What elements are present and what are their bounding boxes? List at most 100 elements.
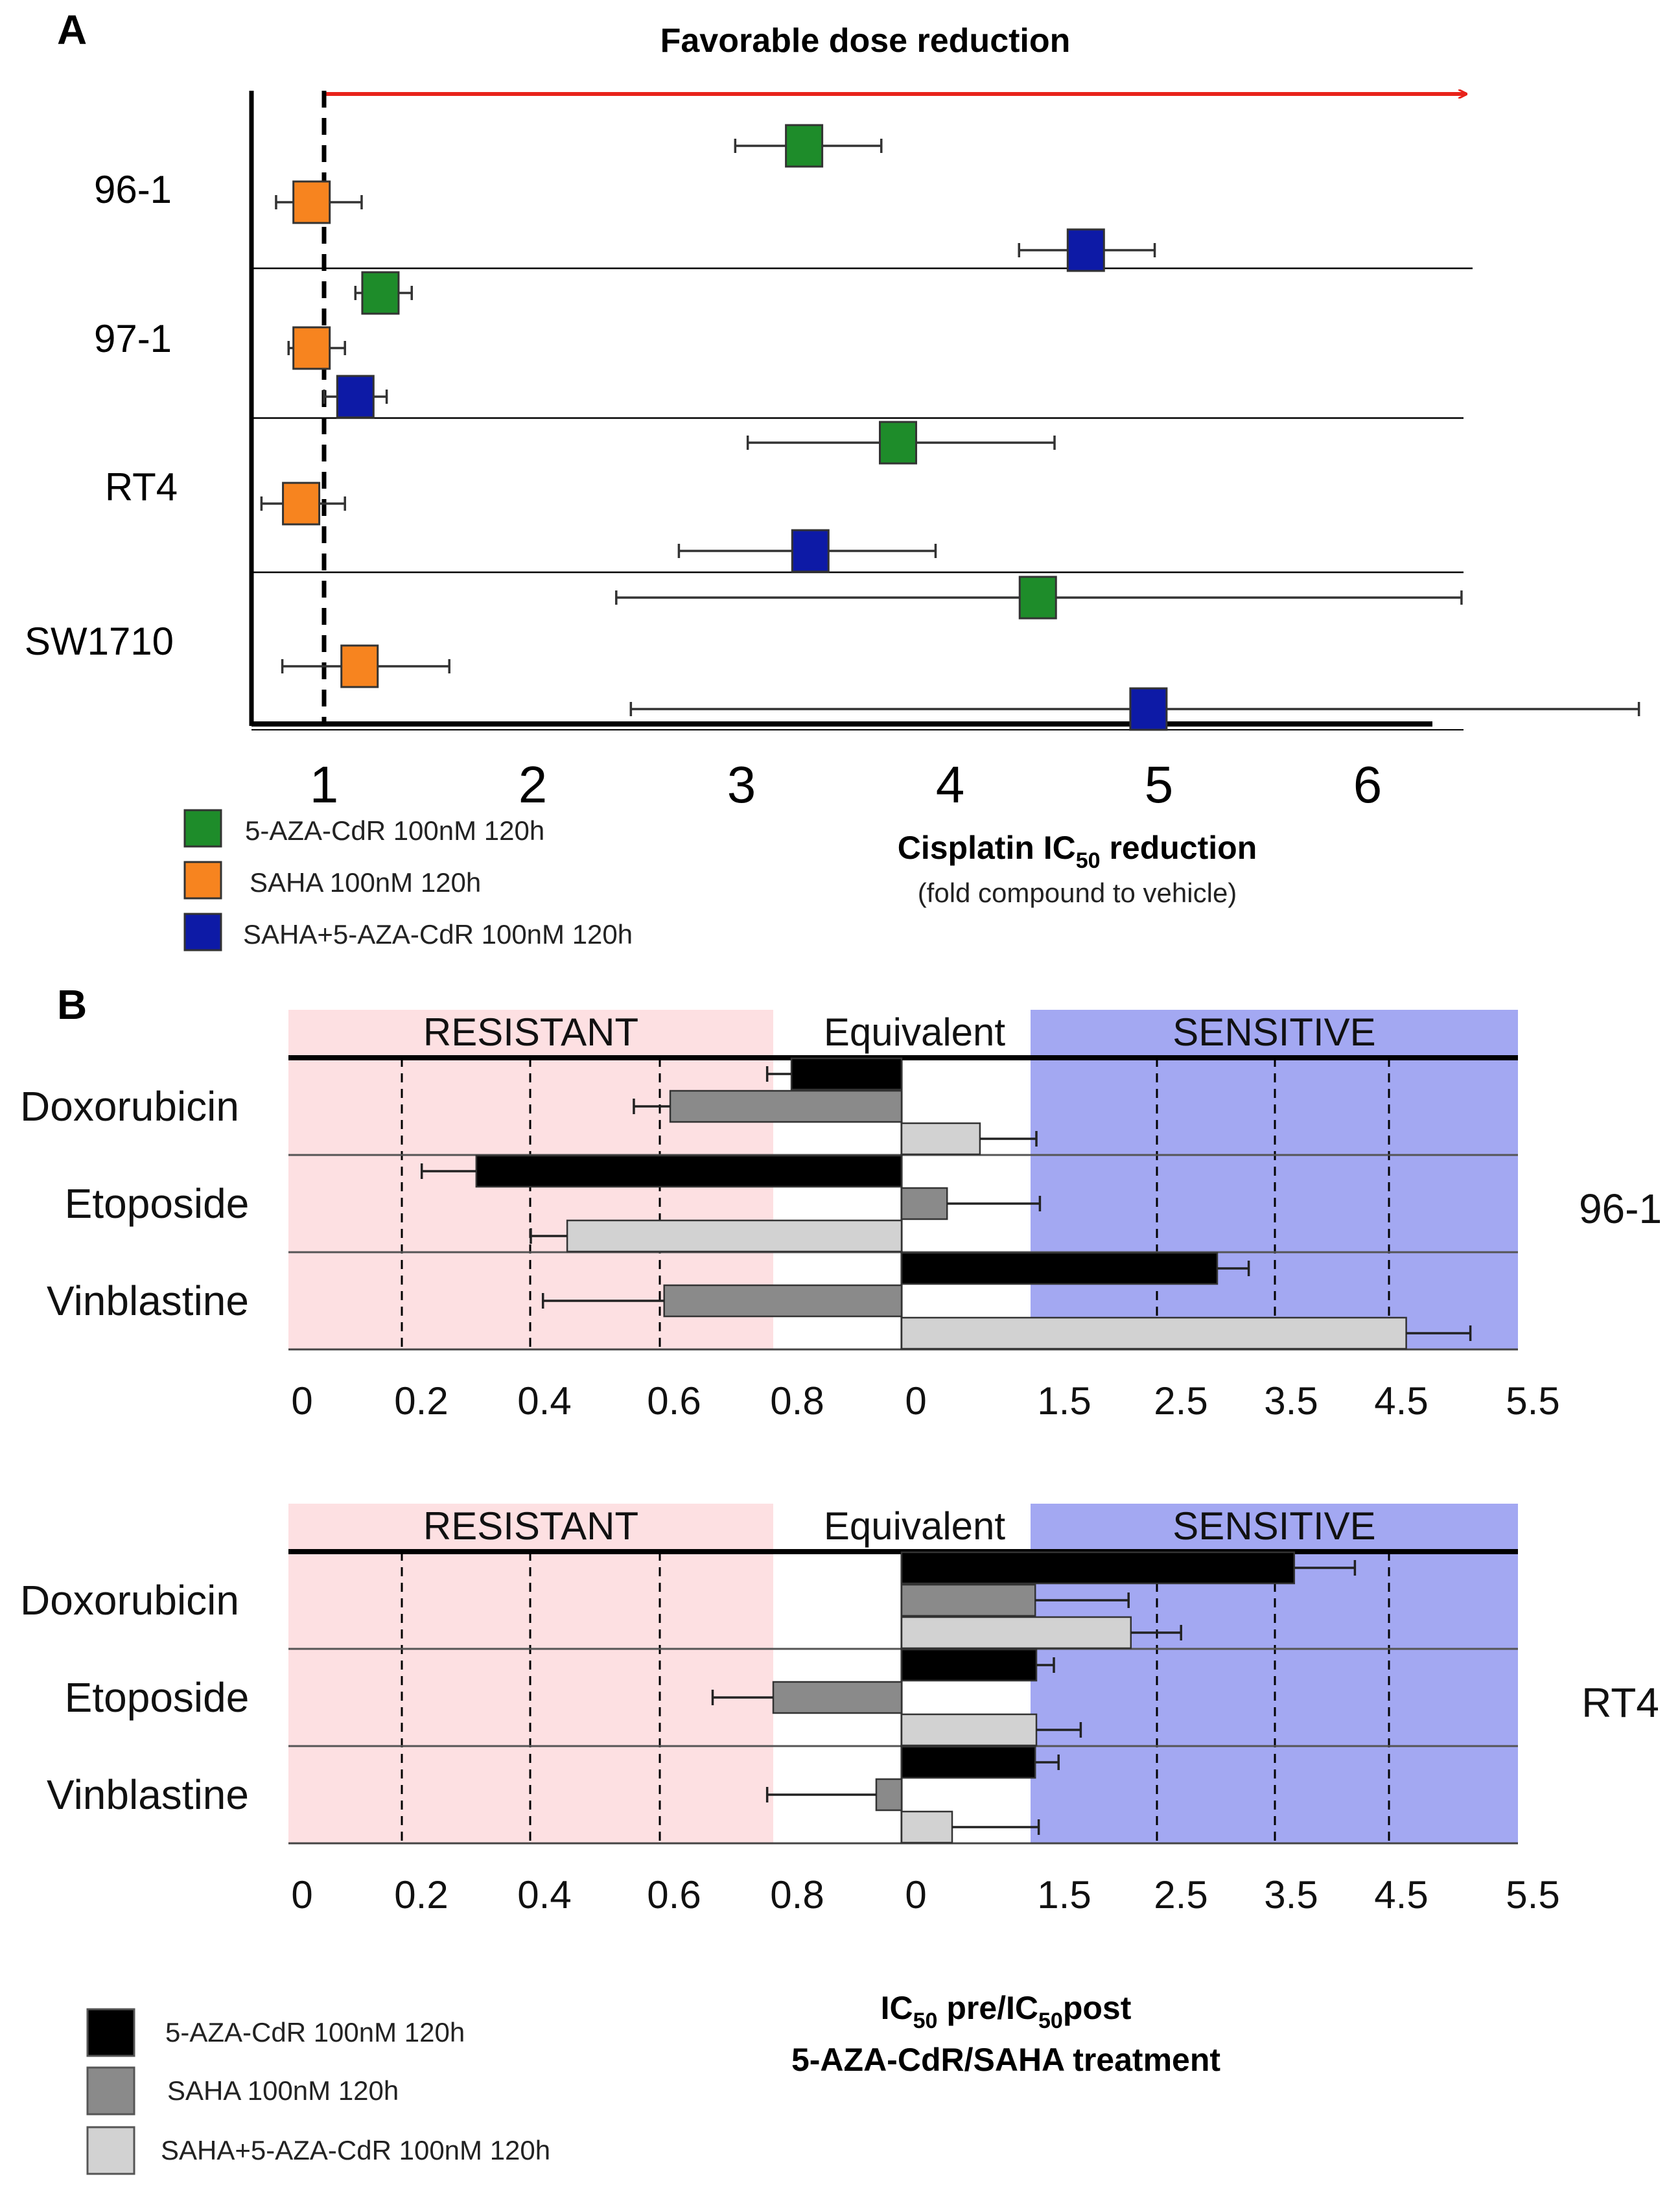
b-tick-right: 3.5: [1264, 1873, 1318, 1917]
a-x-label: Cisplatin IC50 reduction: [898, 830, 1257, 873]
b-tick-right: 1.5: [1037, 1873, 1091, 1917]
bar-dark_gray-vinblastine: [663, 1284, 903, 1318]
legend-swatch-green: [183, 809, 222, 848]
b-tick-left: 0: [291, 1873, 312, 1917]
a-tick-label: 6: [1353, 756, 1382, 813]
point-green-97-1: [361, 271, 400, 315]
zone-label-0: RESISTANT: [423, 1010, 638, 1054]
point-orange-96-1: [292, 180, 331, 224]
b-tick-right: 5.5: [1506, 1873, 1559, 1917]
bar-light_gray-etoposide: [900, 1713, 1038, 1747]
panel-a-letter: A: [57, 6, 87, 53]
bar-black-vinblastine: [900, 1745, 1036, 1779]
bar-black-doxorubicin: [790, 1057, 903, 1091]
point-blue-sw1710: [1129, 687, 1168, 731]
legend-label-saha: SAHA 100nM 120h: [250, 867, 481, 898]
point-orange-sw1710: [340, 644, 379, 688]
zone-label-2: SENSITIVE: [1172, 1504, 1375, 1548]
bar-dark_gray-doxorubicin: [900, 1583, 1036, 1617]
panel-b-chart-96-1: RESISTANT Equivalent SENSITIVE Doxorubicin E…: [20, 1010, 1662, 1423]
legend-swatch-blue: [183, 913, 222, 951]
bar-dark_gray-vinblastine: [875, 1778, 903, 1812]
a-tick-labels: 1 2 3 4 5 6: [310, 756, 1382, 813]
b-tick-right: 5.5: [1506, 1379, 1559, 1423]
a-tick-label: 2: [519, 756, 548, 813]
bar-black-etoposide: [475, 1154, 903, 1188]
point-green-rt4: [879, 421, 917, 465]
legend-b-label-combo: SAHA+5-AZA-CdR 100nM 120h: [161, 2135, 550, 2165]
legend-label-combo: SAHA+5-AZA-CdR 100nM 120h: [243, 919, 633, 950]
b-tick-left: 0: [291, 1379, 312, 1423]
b-tick-right: 1.5: [1037, 1379, 1091, 1423]
category-label-etoposide: Etoposide: [65, 1674, 250, 1721]
zone-label-1: Equivalent: [824, 1504, 1006, 1548]
b-tick-left: 0.6: [647, 1873, 701, 1917]
bar-black-vinblastine: [900, 1252, 1219, 1285]
bar-dark_gray-etoposide: [772, 1681, 903, 1714]
legend-swatch-black: [86, 2008, 135, 2057]
a-tick-label: 5: [1145, 756, 1174, 813]
row-label-rt4: RT4: [105, 465, 178, 509]
row-label-96-1: 96-1: [94, 168, 172, 211]
legend-b-label-aza: 5-AZA-CdR 100nM 120h: [165, 2017, 465, 2047]
bar-light_gray-vinblastine: [900, 1316, 1407, 1350]
b-tick-left: 0.6: [647, 1379, 701, 1423]
bar-light_gray-vinblastine: [900, 1810, 953, 1844]
b-tick-left: 0.2: [394, 1379, 448, 1423]
point-orange-rt4: [282, 482, 321, 526]
zone-label-0: RESISTANT: [423, 1504, 638, 1548]
legend-label-aza: 5-AZA-CdR 100nM 120h: [245, 815, 544, 846]
category-label-vinblastine: Vinblastine: [47, 1277, 249, 1324]
legend-swatch-orange: [183, 861, 222, 900]
bar-dark_gray-doxorubicin: [669, 1090, 903, 1123]
b-tick-right: 0: [905, 1379, 926, 1423]
bar-black-etoposide: [900, 1648, 1038, 1682]
bar-light_gray-doxorubicin: [900, 1616, 1132, 1650]
panel-a-title: Favorable dose reduction: [660, 22, 1071, 60]
legend-b-label-saha: SAHA 100nM 120h: [167, 2075, 399, 2106]
zone-label-1: Equivalent: [824, 1010, 1006, 1054]
zone-label-2: SENSITIVE: [1172, 1010, 1375, 1054]
b-tick-right: 2.5: [1154, 1379, 1208, 1423]
category-label-vinblastine: Vinblastine: [47, 1771, 249, 1818]
b-tick-right: 0: [905, 1873, 926, 1917]
category-label-doxorubicin: Doxorubicin: [20, 1083, 239, 1130]
bar-light_gray-doxorubicin: [900, 1122, 981, 1156]
b-tick-left: 0.2: [394, 1873, 448, 1917]
point-blue-rt4: [791, 529, 830, 573]
row-label-97-1: 97-1: [94, 317, 172, 360]
b-tick-right: 4.5: [1374, 1379, 1428, 1423]
b-tick-right: 2.5: [1154, 1873, 1208, 1917]
a-tick-label: 4: [936, 756, 965, 813]
category-label-etoposide: Etoposide: [65, 1180, 250, 1227]
point-blue-97-1: [336, 375, 375, 419]
bar-dark_gray-etoposide: [900, 1187, 948, 1220]
cell-line-label: 96-1: [1579, 1185, 1662, 1232]
bar-light_gray-etoposide: [566, 1219, 903, 1253]
point-blue-96-1: [1066, 228, 1105, 272]
b-tick-right: 3.5: [1264, 1379, 1318, 1423]
b-tick-right: 4.5: [1374, 1873, 1428, 1917]
bar-black-doxorubicin: [900, 1551, 1296, 1585]
point-orange-97-1: [292, 326, 331, 370]
b-tick-left: 0.4: [517, 1873, 571, 1917]
b-x-label-2: 5-AZA-CdR/SAHA treatment: [791, 2042, 1220, 2078]
b-tick-left: 0.4: [517, 1379, 571, 1423]
panel-a: A Favorable dose reduction 96-1 97-1 RT4…: [25, 6, 1640, 951]
panel-b-chart-rt4: RESISTANT Equivalent SENSITIVE Doxorubicin E…: [20, 1504, 1659, 1917]
a-tick-label: 1: [310, 756, 339, 813]
cell-line-label: RT4: [1581, 1679, 1659, 1726]
row-label-sw1710: SW1710: [25, 620, 174, 663]
b-x-label: IC50 pre/IC50post: [881, 1990, 1132, 2033]
point-green-96-1: [785, 124, 824, 168]
a-x-sublabel: (fold compound to vehicle): [918, 878, 1237, 908]
legend-swatch-light-gray: [86, 2126, 135, 2175]
panel-b-letter: B: [57, 981, 87, 1028]
a-data-points: [260, 124, 1640, 731]
point-green-sw1710: [1018, 576, 1057, 620]
b-tick-left: 0.8: [770, 1379, 824, 1423]
b-tick-left: 0.8: [770, 1873, 824, 1917]
category-label-doxorubicin: Doxorubicin: [20, 1577, 239, 1624]
a-tick-label: 3: [727, 756, 756, 813]
